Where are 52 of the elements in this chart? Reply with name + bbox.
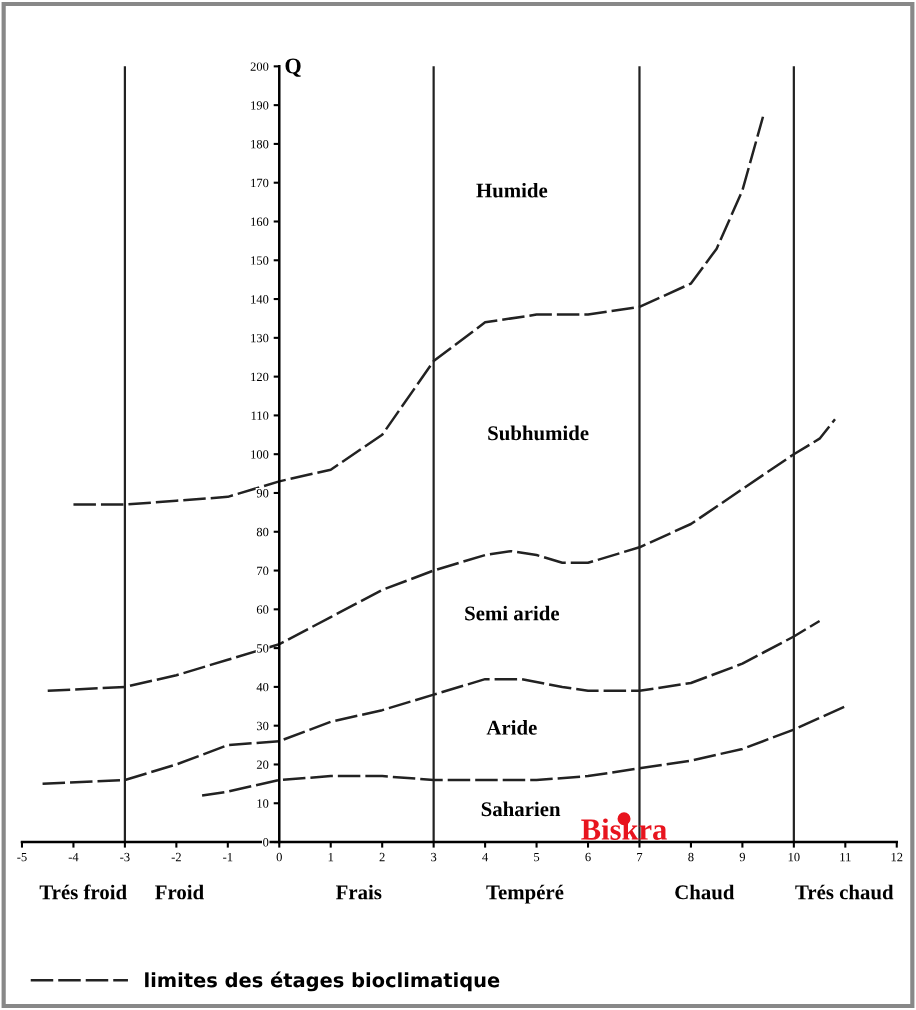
text: Trés froid xyxy=(39,884,127,900)
y-tick-label: 70 xyxy=(257,566,269,576)
y-tick-label: 170 xyxy=(251,178,269,188)
x-tick-label: 2 xyxy=(379,852,385,862)
annotation: Humide xyxy=(476,182,548,198)
x-tick-label: -3 xyxy=(120,852,130,862)
text: Frais xyxy=(335,884,382,900)
y-tick-label: 0 xyxy=(263,838,269,847)
annotation: Aride xyxy=(486,720,537,735)
y-tick-label: 190 xyxy=(251,101,269,110)
x-tick-label: 6 xyxy=(585,852,591,862)
x-tick-label: -5 xyxy=(17,852,27,862)
annotation: Saharien xyxy=(481,801,561,817)
text: Trés chaud xyxy=(795,884,894,900)
x-tick-label: 11 xyxy=(840,852,851,862)
x-tick-label: -1 xyxy=(223,852,233,862)
annotation: Subhumide xyxy=(488,425,589,441)
text: Tempéré xyxy=(486,884,564,904)
y-tick-label: 130 xyxy=(251,333,269,343)
y-tick-label: 40 xyxy=(256,682,269,692)
x-tick-label: 3 xyxy=(431,852,437,862)
x-tick-label: 10 xyxy=(788,852,800,862)
x-tick-label: 7 xyxy=(637,852,643,862)
y-tick-label: 60 xyxy=(256,605,269,614)
text: limites des étages bioclimatique xyxy=(145,971,500,992)
y-tick-label: 200 xyxy=(250,62,269,71)
x-tick-label: 5 xyxy=(534,852,540,862)
y-tick-label: 20 xyxy=(256,760,269,769)
annotation: Semi aride xyxy=(465,605,560,621)
y-tick-label: 50 xyxy=(257,644,269,653)
y-tick-label: 150 xyxy=(251,256,269,265)
x-tick-label: 9 xyxy=(739,852,745,862)
y-tick-label: 100 xyxy=(251,450,269,459)
text: Chaud xyxy=(675,884,735,900)
y-tick-label: 180 xyxy=(251,139,269,149)
y-tick-label: 80 xyxy=(256,527,269,537)
y-tick-label: 30 xyxy=(256,721,269,731)
x-tick-label: 4 xyxy=(482,852,489,862)
x-tick-label: -4 xyxy=(68,852,79,862)
y-tick-label: 10 xyxy=(257,799,269,808)
x-tick-label: 8 xyxy=(688,852,694,862)
x-tick-label: -2 xyxy=(171,852,181,862)
y-tick-label: 110 xyxy=(251,411,269,420)
text: Froid xyxy=(155,884,204,900)
x-tick-label: 1 xyxy=(328,852,334,862)
y-axis-title: Q xyxy=(285,58,301,77)
y-tick-label: 140 xyxy=(251,295,269,304)
x-tick-label: 0 xyxy=(276,852,282,862)
y-tick-label: 160 xyxy=(251,217,269,226)
x-tick-label: 12 xyxy=(891,852,903,862)
y-tick-label: 90 xyxy=(256,489,269,498)
y-tick-label: 120 xyxy=(251,372,269,382)
